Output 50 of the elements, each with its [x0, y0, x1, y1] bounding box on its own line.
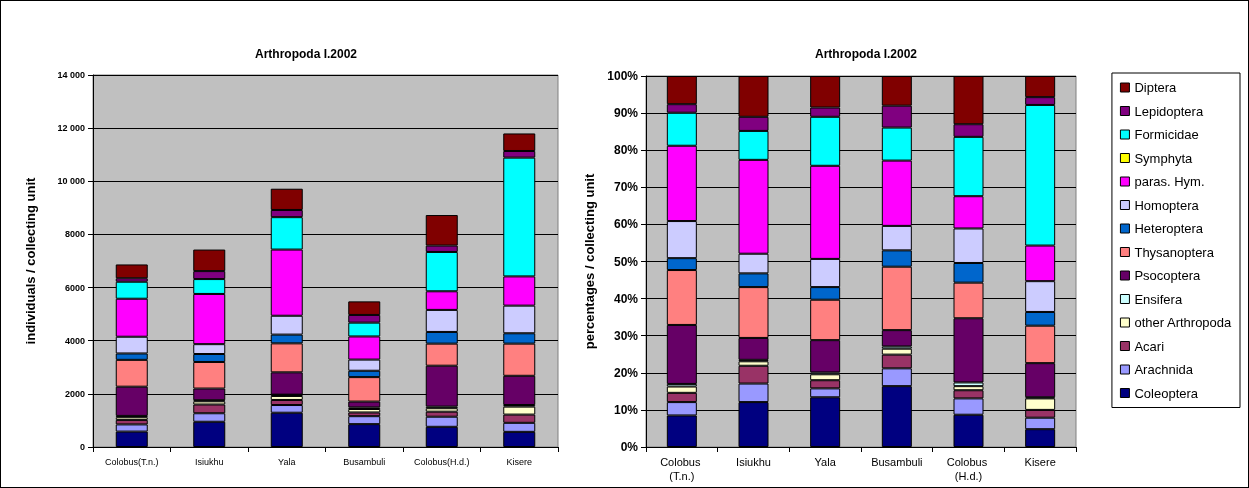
- legend-label: Heteroptera: [1134, 221, 1204, 236]
- y-tick-label: 10 000: [57, 176, 85, 187]
- y-tick-label: 20%: [613, 365, 639, 380]
- bar: [115, 264, 148, 279]
- y-tick-label: 40%: [613, 291, 639, 306]
- x-tick-label: Colobus (H.d.): [946, 456, 991, 482]
- x-tick-label: Colobus(H.d.): [413, 457, 470, 467]
- y-tick-label: 10%: [613, 402, 639, 417]
- y-tick-label: 70%: [613, 180, 639, 195]
- chart-title: Arthropoda I.2002: [814, 47, 918, 61]
- legend-label: Diptera: [1134, 80, 1178, 95]
- legend-label: Ensifera: [1134, 291, 1183, 307]
- x-tick-label: Colobus (T.n.): [660, 456, 704, 482]
- x-tick-label: Isiukhu: [194, 457, 224, 467]
- legend-label: other Arthropoda: [1134, 315, 1233, 330]
- legend-label: Psocoptera: [1134, 268, 1201, 283]
- y-tick-label: 0: [79, 442, 85, 452]
- y-axis-title: percentages / collecting unit: [582, 173, 598, 350]
- y-tick-label: 80%: [613, 143, 639, 158]
- legend-label: Acari: [1134, 338, 1165, 354]
- x-tick-label: Kisere: [506, 457, 533, 467]
- y-tick-label: 0%: [620, 440, 639, 454]
- legend-label: Symphyta: [1134, 150, 1194, 166]
- y-tick-label: 100%: [607, 69, 639, 83]
- y-tick-label: 2000: [64, 388, 85, 399]
- legend-label: Coleoptera: [1134, 385, 1199, 401]
- legend-label: Thysanoptera: [1134, 244, 1215, 260]
- x-tick-label: Busambuli: [343, 457, 386, 467]
- x-tick-label: Busambuli: [871, 456, 923, 468]
- x-tick-label: Kisere: [1024, 456, 1056, 468]
- y-tick-label: 12 000: [57, 123, 85, 134]
- y-tick-label: 6000: [64, 282, 85, 293]
- x-tick-label: Colobus(T.n.): [104, 457, 159, 467]
- y-tick-label: 4000: [64, 335, 85, 346]
- y-tick-label: 60%: [613, 217, 639, 232]
- y-tick-label: 8000: [64, 229, 85, 240]
- y-tick-label: 90%: [613, 106, 639, 121]
- chart-title: Arthropoda I.2002: [254, 47, 358, 61]
- x-tick-label: Isiukhu: [736, 456, 771, 468]
- y-tick-label: 14 000: [57, 70, 85, 80]
- y-axis-title: individuals / collecting unit: [23, 176, 38, 345]
- legend-label: Arachnida: [1134, 362, 1194, 377]
- legend-label: Formicidae: [1134, 127, 1199, 142]
- y-tick-label: 50%: [613, 254, 639, 269]
- legend-label: Homoptera: [1134, 197, 1200, 213]
- x-tick-label: Yala: [278, 457, 296, 467]
- y-tick-label: 30%: [613, 328, 639, 343]
- legend-label: paras. Hym.: [1134, 174, 1205, 189]
- legend-label: Lepidoptera: [1134, 103, 1204, 119]
- x-tick-label: Yala: [814, 456, 837, 468]
